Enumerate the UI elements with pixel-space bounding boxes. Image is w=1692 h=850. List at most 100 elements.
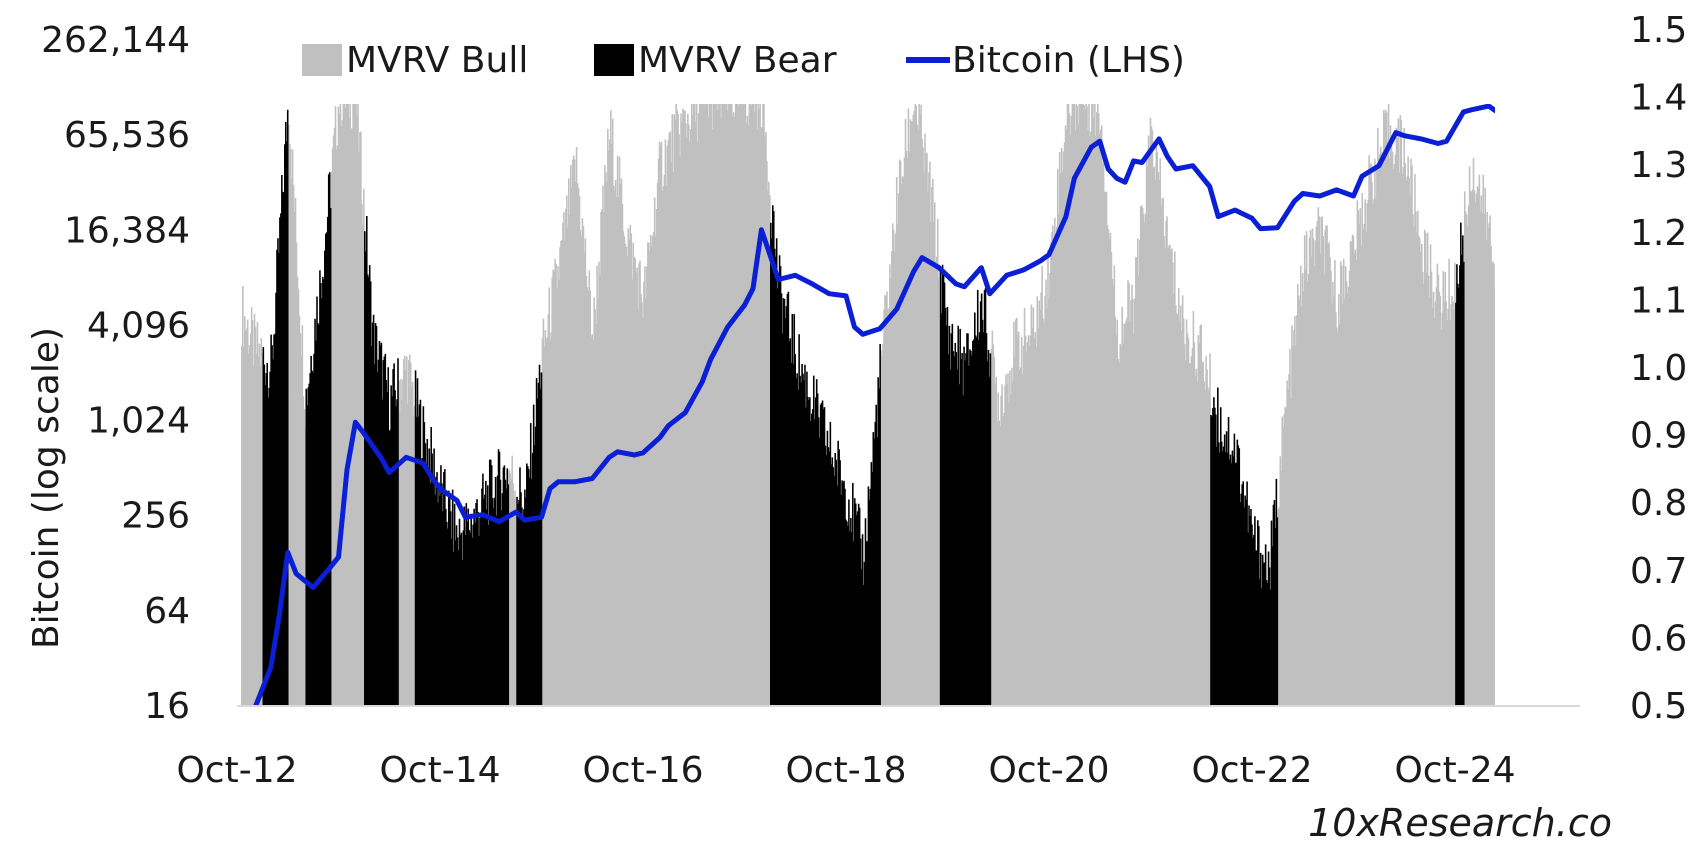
bitcoin-price-point: [1232, 207, 1238, 213]
bitcoin-price-point: [894, 306, 899, 312]
bitcoin-price-point: [1300, 191, 1305, 196]
bitcoin-price-point: [353, 419, 358, 425]
y-tick-label-left: 262,144: [41, 20, 190, 61]
y-tick-label-right: 1.3: [1630, 145, 1687, 186]
bitcoin-price-point: [809, 281, 815, 287]
bitcoin-price-point: [640, 450, 646, 456]
bitcoin-price-point: [344, 467, 350, 472]
bitcoin-price-point: [420, 461, 426, 466]
bitcoin-price-point: [1334, 187, 1339, 193]
bitcoin-price-point: [480, 512, 485, 517]
y-tick-label-right: 0.7: [1630, 551, 1687, 592]
bitcoin-price-point: [252, 708, 256, 712]
bitcoin-price-point: [1402, 133, 1407, 138]
legend-swatch: [302, 44, 342, 76]
bitcoin-price-point: [877, 326, 883, 331]
bitcoin-price-point: [1292, 199, 1297, 204]
bitcoin-price-point: [962, 284, 967, 289]
y-tick-label-left: 16: [144, 686, 190, 727]
bitcoin-price-point: [767, 252, 773, 257]
bitcoin-price-point: [1038, 258, 1043, 264]
bitcoin-price-point: [657, 435, 663, 440]
y-tick-label-right: 0.9: [1630, 416, 1687, 457]
bitcoin-price-point: [336, 554, 341, 560]
bitcoin-price-point: [1063, 214, 1069, 219]
bitcoin-price-point: [979, 265, 984, 270]
bitcoin-price-point: [793, 273, 798, 278]
bitcoin-price-point: [1190, 163, 1195, 168]
bitcoin-price-point: [1139, 160, 1145, 165]
bitcoin-price-point: [936, 265, 942, 270]
y-tick-label-right: 0.6: [1630, 618, 1687, 659]
bitcoin-price-point: [1165, 154, 1170, 159]
bitcoin-price-point: [700, 379, 705, 385]
legend-label: Bitcoin (LHS): [952, 40, 1185, 81]
bitcoin-price-point: [463, 515, 468, 520]
y-tick-label-right: 1.5: [1630, 10, 1687, 51]
y-tick-label-left: 4,096: [87, 305, 190, 346]
bitcoin-price-point: [590, 476, 595, 481]
bitcoin-price-point: [573, 479, 578, 484]
y-tick-label-left: 256: [121, 496, 190, 537]
bitcoin-price-point: [852, 324, 857, 330]
y-tick-label-left: 64: [144, 591, 190, 632]
bitcoin-price-point: [1089, 144, 1094, 150]
x-tick-label: Oct-22: [1191, 750, 1312, 791]
bitcoin-price-point: [615, 449, 620, 454]
watermark: 10xResearch.co: [1308, 801, 1612, 845]
legend-label: MVRV Bear: [638, 40, 837, 81]
plot-area: [235, 104, 1516, 728]
y-tick-label-right: 1.1: [1630, 280, 1687, 321]
bitcoin-price-point: [1504, 116, 1508, 120]
bitcoin-price-point: [387, 470, 392, 475]
bitcoin-price-point: [1097, 138, 1102, 144]
bitcoin-price-point: [522, 517, 527, 523]
bitcoin-price-point: [1004, 273, 1009, 278]
bitcoin-price-point: [953, 281, 959, 287]
x-tick-label: Oct-24: [1394, 750, 1515, 791]
bitcoin-price-point: [1418, 136, 1424, 142]
x-tick-label: Oct-20: [988, 750, 1109, 791]
bitcoin-price-point: [1393, 130, 1398, 135]
bitcoin-price-point: [1317, 193, 1322, 199]
y-tick-label-right: 1.4: [1630, 78, 1687, 119]
bitcoin-price-point: [277, 613, 282, 618]
bitcoin-price-point: [454, 498, 460, 503]
bitcoin-price-point: [843, 293, 849, 299]
bitcoin-price-point: [1021, 267, 1026, 273]
bitcoin-price-point: [1512, 107, 1516, 111]
y-tick-label-left: 1,024: [87, 401, 190, 442]
bitcoin-price-point: [497, 519, 502, 524]
y-tick-label-left: 65,536: [64, 115, 190, 156]
bitcoin-price-point: [742, 303, 747, 308]
bitcoin-price-point: [403, 455, 409, 460]
bitcoin-price-point: [437, 486, 443, 491]
bitcoin-price-point: [1122, 180, 1128, 185]
bitcoin-price-point: [1486, 104, 1492, 109]
bitcoin-price-point: [235, 724, 239, 728]
bitcoin-price-point: [1046, 252, 1052, 257]
y-axis-label-left: Bitcoin (log scale): [26, 327, 67, 649]
y-tick-label-right: 0.8: [1630, 483, 1687, 524]
bitcoin-price-point: [683, 410, 688, 415]
left-axis-ticks: 16 64 256 1,024 4,096 16,384 65,536 262,144: [41, 20, 190, 727]
bitcoin-price-point: [911, 269, 916, 274]
mvrv-bear-area: [262, 109, 1465, 706]
bitcoin-price-point: [1461, 109, 1466, 115]
bitcoin-price-point: [1173, 166, 1179, 172]
y-tick-label-left: 16,384: [64, 210, 190, 251]
bitcoin-price-point: [429, 474, 434, 480]
bitcoin-price-point: [547, 486, 553, 491]
y-tick-label-right: 1.2: [1630, 213, 1687, 254]
bitcoin-price-point: [1114, 175, 1119, 181]
bitcoin-price-point: [776, 277, 781, 282]
bitcoin-price-point: [1359, 174, 1365, 179]
bitcoin-price-point: [1469, 107, 1475, 112]
bitcoin-price-point: [513, 509, 519, 515]
bitcoin-price-point: [606, 455, 612, 460]
bitcoin-price-point: [268, 665, 274, 670]
bitcoin-price-point: [327, 565, 333, 570]
legend: MVRV Bull MVRV Bear Bitcoin (LHS): [302, 40, 1185, 81]
x-tick-label: Oct-14: [379, 750, 500, 791]
bitcoin-price-point: [1275, 225, 1280, 230]
